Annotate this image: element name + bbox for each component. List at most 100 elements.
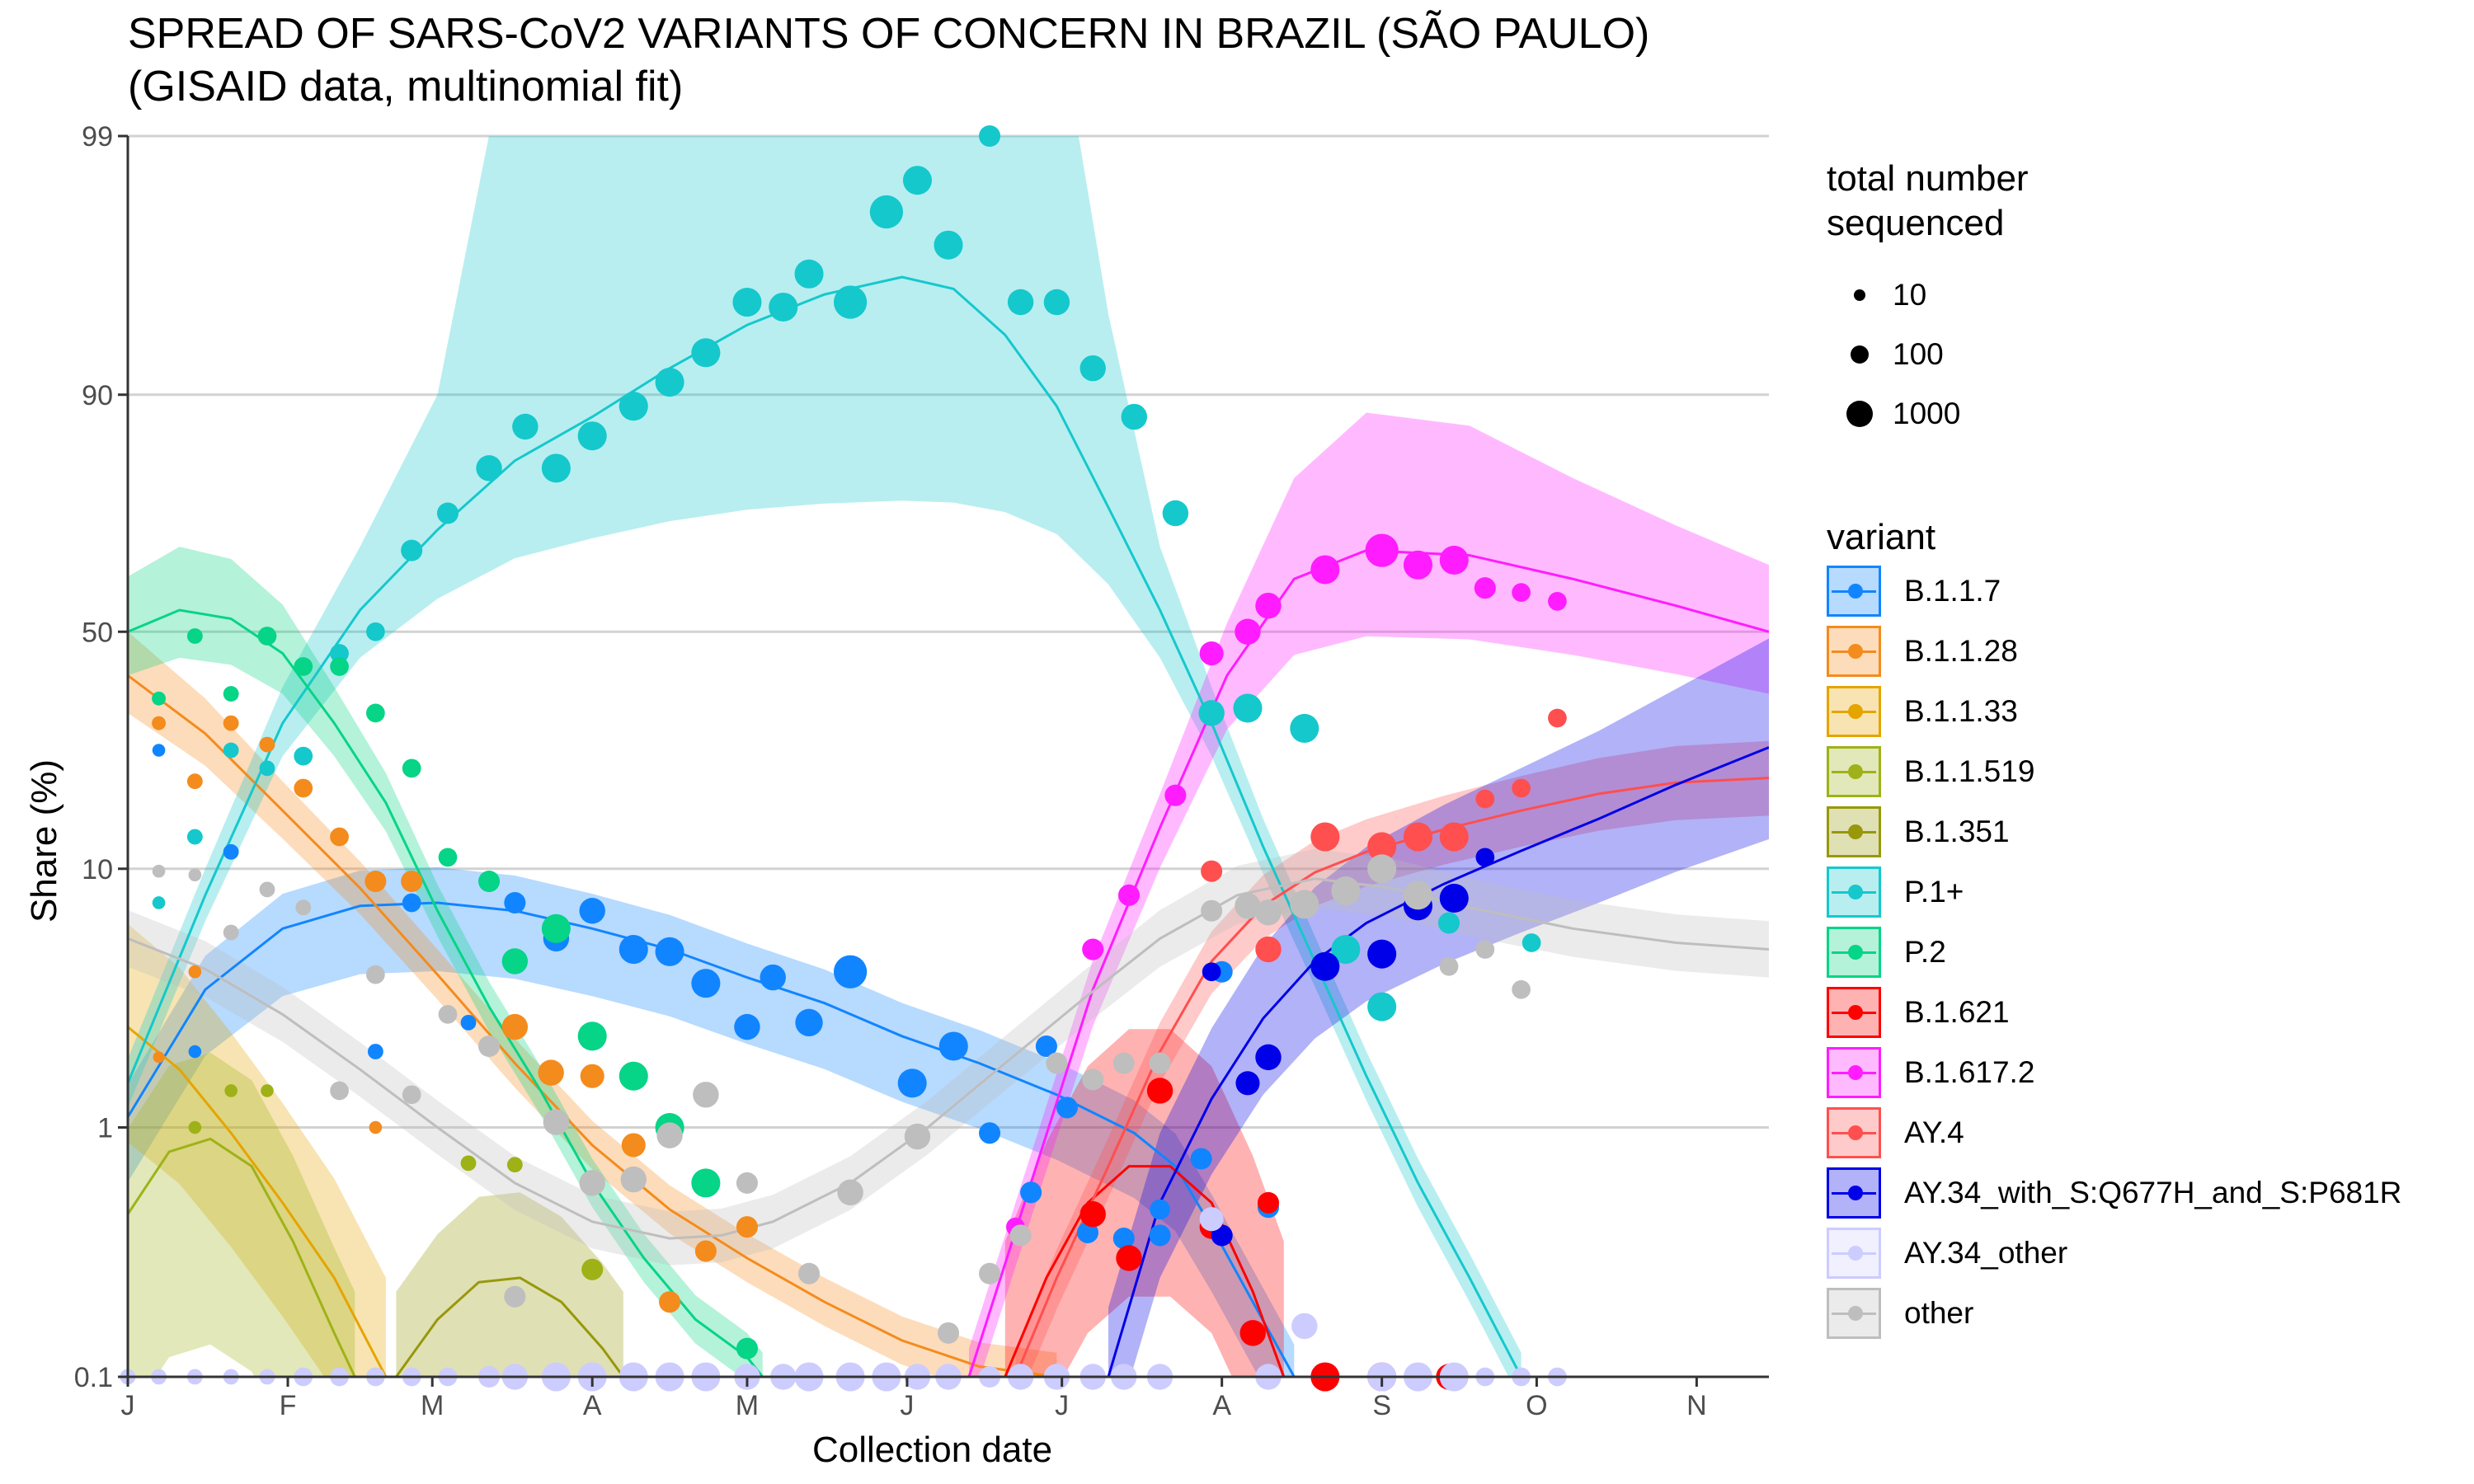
data-point xyxy=(401,539,423,561)
data-point xyxy=(1235,1071,1260,1096)
data-point xyxy=(460,1014,477,1031)
data-point xyxy=(1367,854,1397,884)
variant-legend-title: variant xyxy=(1827,517,1936,557)
data-point xyxy=(153,1051,165,1064)
chart-title: SPREAD OF SARS-CoV2 VARIANTS OF CONCERN … xyxy=(128,10,1650,58)
data-point xyxy=(579,898,605,924)
variant-legend-item: B.1.1.28 xyxy=(1827,626,2018,677)
data-point xyxy=(478,870,501,893)
variant-legend-label: B.1.1.7 xyxy=(1904,574,2001,608)
variant-legend-key xyxy=(1827,1047,1881,1098)
data-point xyxy=(1439,956,1459,976)
data-point xyxy=(1079,355,1106,382)
data-point xyxy=(1439,822,1469,852)
data-point xyxy=(294,746,313,766)
axis-layer: 0.1 1 10 50 90 99 J F M A M J J A S O N xyxy=(74,121,1769,1421)
data-point xyxy=(1439,545,1469,575)
data-point xyxy=(402,1085,421,1105)
size-legend-title-line2: sequenced xyxy=(1827,203,2005,243)
data-point xyxy=(579,1170,605,1196)
data-point xyxy=(504,1285,526,1308)
data-point xyxy=(401,870,423,893)
data-point xyxy=(460,1155,477,1172)
data-point xyxy=(1475,848,1495,867)
data-point xyxy=(223,924,239,941)
x-tick-label: J xyxy=(121,1390,135,1421)
y-tick-label: 99 xyxy=(82,121,113,153)
data-point xyxy=(261,1084,274,1097)
data-point xyxy=(330,827,349,847)
data-point xyxy=(1235,618,1261,645)
x-tick-label: J xyxy=(1055,1390,1069,1421)
y-tick-label: 1 xyxy=(97,1113,113,1144)
data-point xyxy=(902,166,932,195)
data-point xyxy=(659,1291,681,1313)
data-point xyxy=(580,1064,604,1088)
data-point xyxy=(1082,938,1104,960)
data-point xyxy=(1149,1224,1171,1247)
size-legend-dot xyxy=(1851,345,1869,364)
data-point xyxy=(223,686,239,702)
variant-legend-item: AY.4 xyxy=(1827,1107,1964,1158)
data-point xyxy=(1548,592,1567,611)
data-point xyxy=(1146,1078,1174,1104)
variant-legend-item: P.2 xyxy=(1827,927,1946,978)
data-point xyxy=(294,657,313,676)
variant-legend-key xyxy=(1827,1228,1881,1279)
data-point xyxy=(1082,1068,1104,1091)
data-point xyxy=(152,864,166,878)
data-point xyxy=(330,1081,349,1101)
fit-line xyxy=(1107,746,1769,1377)
data-point xyxy=(1162,500,1189,527)
variant-legend-label: B.1.1.519 xyxy=(1904,754,2035,788)
data-point xyxy=(693,1082,719,1108)
data-point xyxy=(620,1166,647,1193)
data-point xyxy=(1235,893,1261,919)
confidence-band xyxy=(128,867,1295,1377)
data-point xyxy=(186,773,203,790)
data-point xyxy=(1367,939,1397,969)
data-point xyxy=(1475,940,1495,959)
data-point xyxy=(506,1157,523,1173)
data-point xyxy=(1116,1245,1142,1271)
variant-legend-key-dot xyxy=(1848,1065,1863,1080)
data-point xyxy=(691,338,721,368)
data-point xyxy=(295,899,312,916)
data-point xyxy=(543,1109,570,1135)
data-point xyxy=(691,1168,721,1198)
x-tick-label: J xyxy=(900,1390,914,1421)
data-point xyxy=(1474,577,1496,599)
data-point xyxy=(732,287,762,317)
variant-legend-key xyxy=(1827,1288,1881,1339)
x-tick-label: S xyxy=(1372,1390,1391,1421)
confidence-band xyxy=(1004,1029,1284,1377)
data-point xyxy=(1403,550,1433,580)
variant-legend-label: B.1.351 xyxy=(1904,815,2010,848)
data-point xyxy=(794,259,824,289)
data-point xyxy=(257,627,277,646)
data-point xyxy=(618,935,648,965)
data-point xyxy=(1437,912,1460,934)
data-point xyxy=(1121,403,1148,430)
data-point xyxy=(1043,289,1070,316)
x-tick-label: F xyxy=(280,1390,297,1421)
confidence-band xyxy=(396,1192,623,1377)
data-point xyxy=(1035,1035,1057,1058)
data-point xyxy=(402,758,421,778)
data-point xyxy=(1046,1052,1068,1074)
data-point xyxy=(152,896,166,909)
data-point xyxy=(1079,1201,1106,1228)
variant-legend-key-dot xyxy=(1848,1125,1863,1140)
x-tick-label: A xyxy=(583,1390,602,1421)
data-point xyxy=(734,1013,760,1040)
size-legend-label: 100 xyxy=(1893,337,1944,371)
data-point xyxy=(1199,1207,1224,1232)
variant-legend-key xyxy=(1827,806,1881,857)
data-point xyxy=(259,736,275,753)
data-point xyxy=(366,703,385,723)
variant-legend-key-dot xyxy=(1848,1306,1863,1321)
variant-legend-item: other xyxy=(1827,1288,1973,1339)
data-point xyxy=(691,969,721,998)
data-point xyxy=(1255,936,1282,963)
confidence-band xyxy=(1108,638,1769,1377)
